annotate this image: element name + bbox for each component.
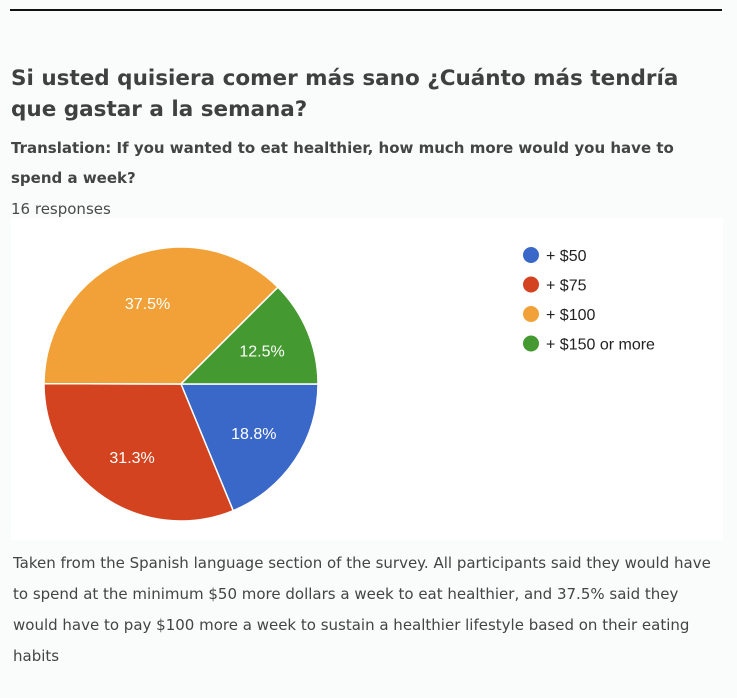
slice-label-4: 12.5% (239, 343, 284, 360)
response-count: 16 responses (11, 200, 111, 218)
pie-slice-3 (43, 246, 280, 385)
caption-text: Taken from the Spanish language section … (13, 554, 711, 665)
slice-label-2: 31.3% (109, 450, 154, 467)
pie-chart: 18.8% 31.3% 37.5% 12.5% + $50 + $75 + $100 + $1… (43, 246, 655, 522)
legend-marker-4 (523, 335, 539, 352)
legend-label-4: + $150 or more (546, 337, 655, 354)
pie-slice-4 (179, 286, 319, 385)
slice-label-3: 37.5% (125, 296, 170, 313)
pie-slice-2 (43, 382, 235, 522)
translation-text: Translation: If you wanted to eat health… (11, 139, 674, 187)
top-divider (10, 9, 722, 11)
legend-marker-3 (523, 306, 539, 322)
chart-panel: 18.8% 31.3% 37.5% 12.5% + $50 + $75 + $100 + $1… (11, 218, 723, 540)
chart-title: Si usted quisiera comer más sano ¿Cuánto… (11, 66, 679, 122)
legend-marker-2 (523, 276, 539, 293)
legend-label-1: + $50 (546, 248, 587, 265)
pie-slice-1 (179, 383, 319, 512)
legend-label-3: + $100 (546, 307, 595, 324)
legend-label-2: + $75 (546, 278, 587, 295)
legend-marker-1 (523, 247, 539, 263)
slice-label-1: 18.8% (231, 426, 276, 443)
